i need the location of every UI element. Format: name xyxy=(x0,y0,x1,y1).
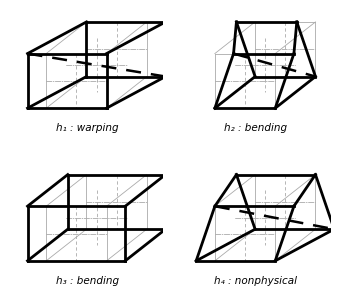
Text: h₃ : bending: h₃ : bending xyxy=(56,276,119,286)
Text: h₄ : nonphysical: h₄ : nonphysical xyxy=(214,276,297,286)
Text: h₂ : bending: h₂ : bending xyxy=(224,123,287,133)
Text: h₁ : warping: h₁ : warping xyxy=(56,123,118,133)
